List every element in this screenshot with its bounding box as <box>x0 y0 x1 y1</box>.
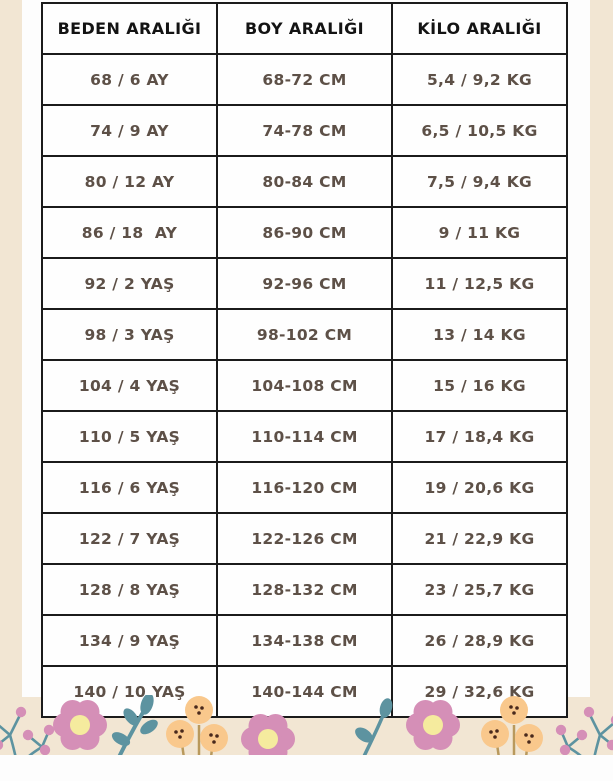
table-cell: 98 / 3 YAŞ <box>41 308 218 361</box>
header-row: BEDEN ARALIĞI BOY ARALIĞI KİLO ARALIĞI <box>41 2 568 55</box>
table-row: 110 / 5 YAŞ 110-114 CM 17 / 18,4 KG <box>41 410 568 463</box>
table-cell: 5,4 / 9,2 KG <box>391 53 568 106</box>
teal-buds-icon <box>350 695 397 755</box>
table-row: 122 / 7 YAŞ 122-126 CM 21 / 22,9 KG <box>41 512 568 565</box>
column-header-boy: BOY ARALIĞI <box>216 2 393 55</box>
table-cell: 134-138 CM <box>216 614 393 667</box>
table-cell: 98-102 CM <box>216 308 393 361</box>
pink-flower-icon <box>406 700 460 750</box>
table-cell: 7,5 / 9,4 KG <box>391 155 568 208</box>
pink-flower-icon <box>241 714 295 755</box>
pink-flower-icon <box>53 700 107 750</box>
bottom-band <box>0 755 613 781</box>
table-cell: 29 / 32,6 KG <box>391 665 568 718</box>
table-cell: 110 / 5 YAŞ <box>41 410 218 463</box>
table-cell: 110-114 CM <box>216 410 393 463</box>
size-chart-body: 68 / 6 AY 68-72 CM 5,4 / 9,2 KG 74 / 9 AY 74… <box>41 53 568 718</box>
table-row: 86 / 18 AY 86-90 CM 9 / 11 KG <box>41 206 568 259</box>
table-cell: 6,5 / 10,5 KG <box>391 104 568 157</box>
table-row: 104 / 4 YAŞ 104-108 CM 15 / 16 KG <box>41 359 568 412</box>
table-cell: 86-90 CM <box>216 206 393 259</box>
table-row: 98 / 3 YAŞ 98-102 CM 13 / 14 KG <box>41 308 568 361</box>
orange-cluster-icon <box>479 695 545 755</box>
table-row: 134 / 9 YAŞ 134-138 CM 26 / 28,9 KG <box>41 614 568 667</box>
table-cell: 13 / 14 KG <box>391 308 568 361</box>
table-cell: 74 / 9 AY <box>41 104 218 157</box>
table-cell: 11 / 12,5 KG <box>391 257 568 310</box>
column-header-beden: BEDEN ARALIĞI <box>41 2 218 55</box>
table-cell: 122-126 CM <box>216 512 393 565</box>
size-chart-table: BEDEN ARALIĞI BOY ARALIĞI KİLO ARALIĞI 6… <box>41 2 568 718</box>
table-cell: 122 / 7 YAŞ <box>41 512 218 565</box>
flower-decoration-strip <box>0 695 613 755</box>
table-row: 68 / 6 AY 68-72 CM 5,4 / 9,2 KG <box>41 53 568 106</box>
table-cell: 21 / 22,9 KG <box>391 512 568 565</box>
table-row: 116 / 6 YAŞ 116-120 CM 19 / 20,6 KG <box>41 461 568 514</box>
table-cell: 140-144 CM <box>216 665 393 718</box>
table-cell: 26 / 28,9 KG <box>391 614 568 667</box>
table-cell: 128 / 8 YAŞ <box>41 563 218 616</box>
table-cell: 116-120 CM <box>216 461 393 514</box>
table-cell: 92-96 CM <box>216 257 393 310</box>
table-cell: 17 / 18,4 KG <box>391 410 568 463</box>
orange-cluster-icon <box>164 695 230 755</box>
table-row: 80 / 12 AY 80-84 CM 7,5 / 9,4 KG <box>41 155 568 208</box>
table-cell: 9 / 11 KG <box>391 206 568 259</box>
table-row: 74 / 9 AY 74-78 CM 6,5 / 10,5 KG <box>41 104 568 157</box>
table-row: 128 / 8 YAŞ 128-132 CM 23 / 25,7 KG <box>41 563 568 616</box>
berry-branch-icon <box>0 705 56 755</box>
table-row: 92 / 2 YAŞ 92-96 CM 11 / 12,5 KG <box>41 257 568 310</box>
table-cell: 23 / 25,7 KG <box>391 563 568 616</box>
table-cell: 80 / 12 AY <box>41 155 218 208</box>
table-cell: 68-72 CM <box>216 53 393 106</box>
table-cell: 128-132 CM <box>216 563 393 616</box>
table-cell: 74-78 CM <box>216 104 393 157</box>
teal-branch-icon <box>107 695 163 755</box>
size-chart-header: BEDEN ARALIĞI BOY ARALIĞI KİLO ARALIĞI <box>41 2 568 55</box>
table-cell: 92 / 2 YAŞ <box>41 257 218 310</box>
table-cell: 80-84 CM <box>216 155 393 208</box>
table-cell: 104-108 CM <box>216 359 393 412</box>
column-header-kilo: KİLO ARALIĞI <box>391 2 568 55</box>
table-cell: 68 / 6 AY <box>41 53 218 106</box>
table-cell: 19 / 20,6 KG <box>391 461 568 514</box>
table-cell: 116 / 6 YAŞ <box>41 461 218 514</box>
table-cell: 134 / 9 YAŞ <box>41 614 218 667</box>
table-cell: 104 / 4 YAŞ <box>41 359 218 412</box>
berry-branch-icon <box>554 705 613 755</box>
table-cell: 15 / 16 KG <box>391 359 568 412</box>
table-cell: 86 / 18 AY <box>41 206 218 259</box>
